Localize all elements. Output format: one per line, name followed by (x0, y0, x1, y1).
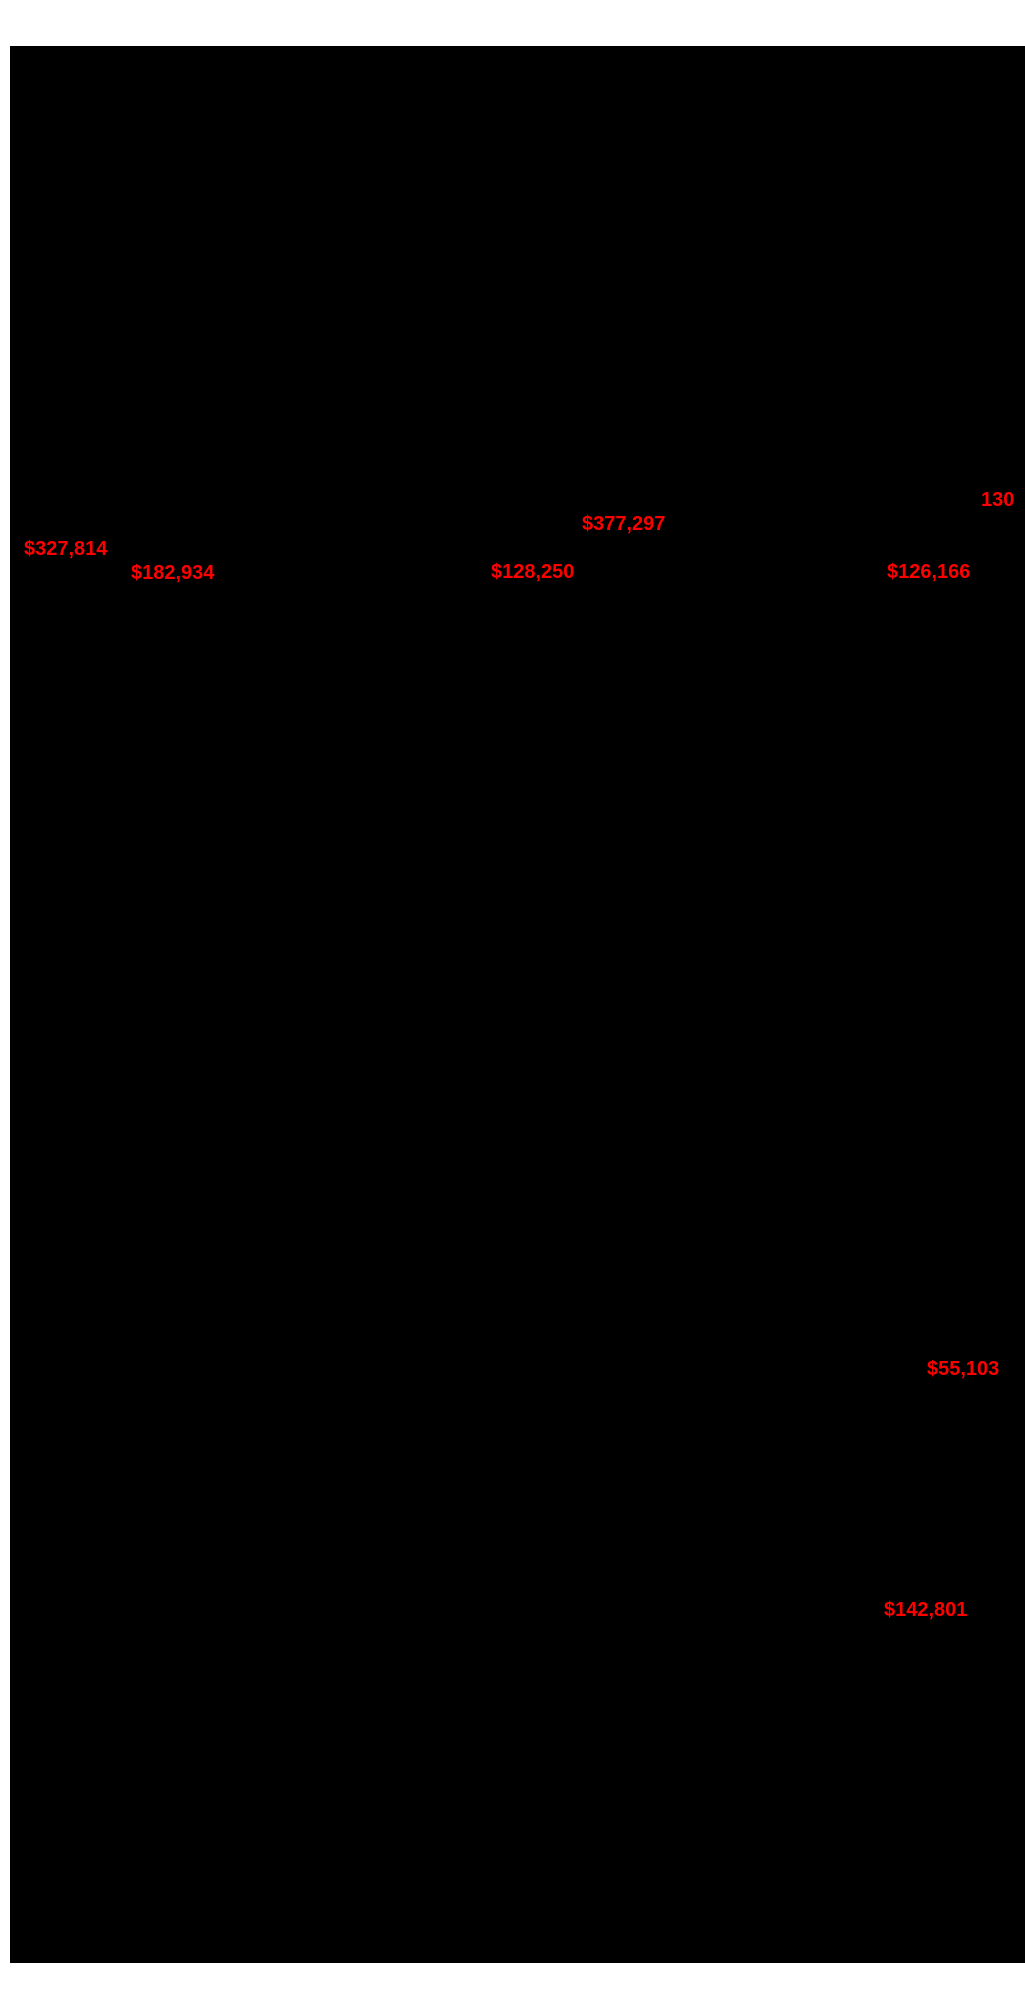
metric-value-row2-right: $126,166 (887, 561, 971, 583)
dashboard-panel: 130 $377,297 $327,814 $182,934 $128,250 … (10, 46, 1025, 1963)
metric-count-top-right: 130 (981, 489, 1015, 511)
metric-value-row2-left: $182,934 (131, 562, 215, 584)
metric-value-lower-right: $142,801 (884, 1599, 968, 1621)
metric-value-mid-right: $55,103 (927, 1358, 1000, 1380)
metric-value-upper-left: $327,814 (24, 538, 108, 560)
metric-value-row2-center: $128,250 (491, 561, 575, 583)
metric-value-upper-center: $377,297 (582, 513, 666, 535)
